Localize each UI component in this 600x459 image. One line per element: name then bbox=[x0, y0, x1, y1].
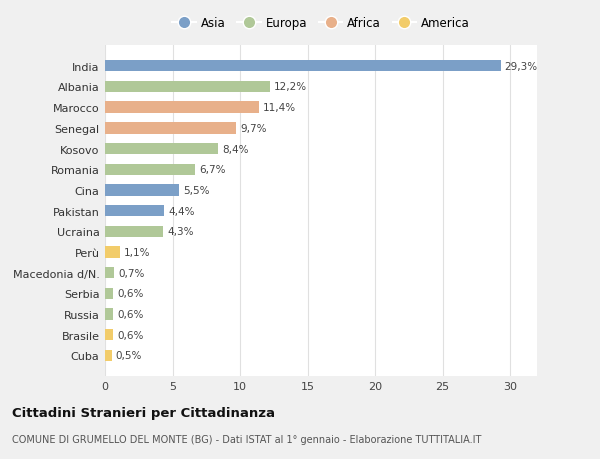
Text: 0,6%: 0,6% bbox=[117, 330, 143, 340]
Bar bbox=[105, 206, 164, 217]
Legend: Asia, Europa, Africa, America: Asia, Europa, Africa, America bbox=[167, 12, 475, 34]
Text: 1,1%: 1,1% bbox=[124, 247, 151, 257]
Bar bbox=[105, 61, 500, 72]
Bar bbox=[105, 82, 270, 93]
Text: 8,4%: 8,4% bbox=[223, 144, 249, 154]
Bar bbox=[105, 123, 236, 134]
Text: 0,5%: 0,5% bbox=[116, 351, 142, 361]
Text: COMUNE DI GRUMELLO DEL MONTE (BG) - Dati ISTAT al 1° gennaio - Elaborazione TUTT: COMUNE DI GRUMELLO DEL MONTE (BG) - Dati… bbox=[12, 434, 481, 444]
Bar bbox=[105, 350, 112, 361]
Text: 4,4%: 4,4% bbox=[169, 206, 195, 216]
Bar bbox=[105, 247, 120, 258]
Bar bbox=[105, 288, 113, 299]
Text: 0,6%: 0,6% bbox=[117, 309, 143, 319]
Bar bbox=[105, 268, 115, 279]
Text: 0,7%: 0,7% bbox=[119, 268, 145, 278]
Text: 4,3%: 4,3% bbox=[167, 227, 194, 237]
Text: Cittadini Stranieri per Cittadinanza: Cittadini Stranieri per Cittadinanza bbox=[12, 406, 275, 419]
Bar bbox=[105, 226, 163, 237]
Text: 0,6%: 0,6% bbox=[117, 289, 143, 299]
Bar bbox=[105, 102, 259, 113]
Bar bbox=[105, 309, 113, 320]
Bar bbox=[105, 185, 179, 196]
Text: 12,2%: 12,2% bbox=[274, 82, 307, 92]
Text: 6,7%: 6,7% bbox=[199, 165, 226, 175]
Bar bbox=[105, 164, 196, 175]
Text: 29,3%: 29,3% bbox=[505, 62, 538, 72]
Text: 9,7%: 9,7% bbox=[240, 123, 266, 134]
Bar bbox=[105, 144, 218, 155]
Text: 11,4%: 11,4% bbox=[263, 103, 296, 113]
Bar bbox=[105, 330, 113, 341]
Text: 5,5%: 5,5% bbox=[184, 185, 210, 196]
